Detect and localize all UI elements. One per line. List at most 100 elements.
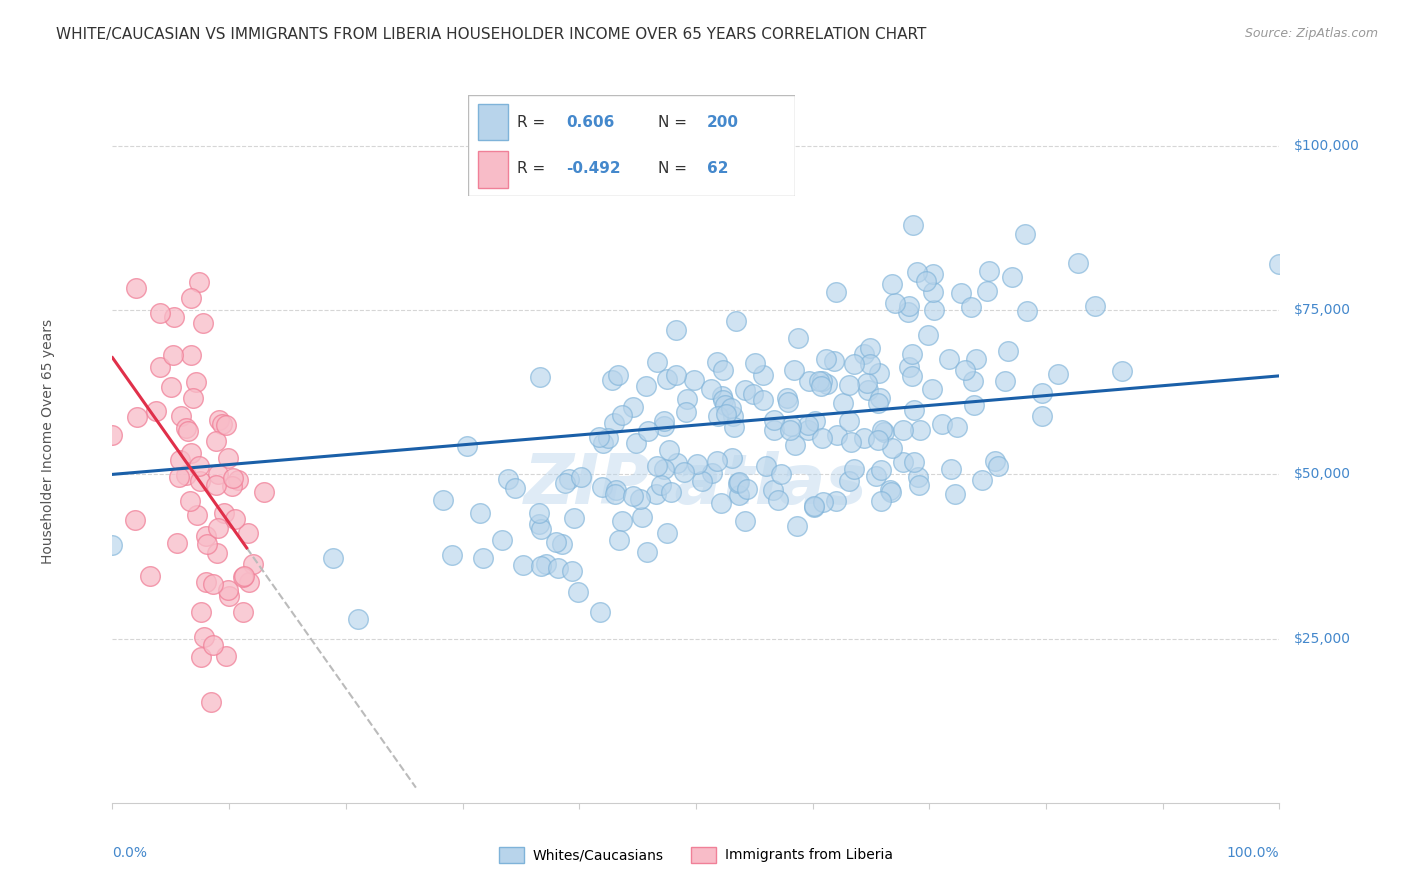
Point [762, 483, 785, 497]
Point [734, 384, 756, 398]
Point [186, 508, 208, 523]
Point [770, 467, 793, 481]
Point [720, 450, 742, 465]
Point [184, 376, 207, 390]
Point [804, 414, 827, 428]
Point [797, 374, 820, 388]
Point [596, 431, 619, 445]
Point [780, 419, 803, 434]
Point [652, 414, 675, 428]
Point [194, 574, 217, 589]
Point [217, 583, 239, 598]
Point [529, 369, 551, 384]
Point [710, 495, 733, 509]
Text: Source: ZipAtlas.com: Source: ZipAtlas.com [1244, 27, 1378, 40]
Point [592, 436, 614, 450]
Point [1001, 270, 1024, 285]
Point [728, 475, 751, 489]
Point [810, 379, 832, 393]
Point [665, 368, 688, 382]
Point [716, 407, 738, 421]
Point [880, 485, 903, 500]
Point [880, 277, 903, 292]
Point [778, 395, 800, 409]
Point [188, 475, 211, 489]
Point [530, 522, 553, 536]
Point [838, 378, 860, 392]
Point [226, 473, 249, 487]
Point [188, 458, 211, 473]
Point [201, 638, 224, 652]
Point [825, 285, 848, 300]
Point [603, 487, 626, 501]
Point [214, 507, 236, 521]
Point [612, 515, 634, 529]
Point [211, 417, 233, 431]
Point [180, 348, 202, 362]
Point [162, 348, 184, 362]
Point [941, 462, 963, 476]
Point [174, 468, 197, 483]
Point [907, 470, 929, 484]
Point [873, 425, 896, 440]
Point [191, 316, 214, 330]
Point [811, 375, 834, 389]
Point [232, 605, 254, 619]
Point [232, 570, 254, 584]
Point [588, 430, 610, 444]
Point [808, 374, 831, 388]
Point [432, 492, 454, 507]
Point [207, 467, 229, 482]
Point [167, 470, 190, 484]
Point [987, 458, 1010, 473]
Text: ZIP atlas: ZIP atlas [524, 451, 868, 518]
Point [803, 500, 825, 514]
Point [891, 423, 914, 437]
Point [491, 533, 513, 547]
Point [683, 373, 706, 387]
Point [174, 421, 197, 435]
Point [195, 536, 218, 550]
Point [468, 506, 491, 520]
Point [180, 291, 202, 305]
Point [734, 515, 756, 529]
Point [831, 396, 853, 410]
Point [610, 409, 633, 423]
Point [205, 546, 228, 560]
Point [665, 456, 688, 470]
Point [238, 574, 260, 589]
Point [650, 478, 672, 492]
Point [253, 485, 276, 500]
Point [879, 483, 901, 497]
Point [645, 458, 668, 473]
Point [870, 424, 893, 438]
Point [1084, 299, 1107, 313]
Point [605, 483, 627, 497]
Point [903, 455, 925, 469]
Point [665, 323, 688, 337]
Point [562, 511, 585, 525]
Point [814, 351, 837, 366]
Point [200, 695, 222, 709]
Point [897, 304, 920, 318]
Point [962, 374, 984, 388]
Point [544, 535, 567, 549]
Point [652, 462, 675, 476]
Point [882, 442, 904, 456]
Point [823, 354, 845, 368]
Point [702, 467, 724, 481]
Text: 100.0%: 100.0% [1227, 847, 1279, 860]
Point [558, 472, 581, 486]
Point [207, 521, 229, 535]
Point [797, 423, 820, 437]
Point [647, 355, 669, 369]
Point [645, 487, 668, 501]
Point [866, 396, 889, 410]
Point [634, 378, 657, 392]
Point [979, 264, 1001, 278]
Point [755, 458, 778, 473]
Point [322, 550, 344, 565]
Point [162, 310, 184, 324]
Point [190, 605, 212, 619]
Point [621, 400, 644, 414]
